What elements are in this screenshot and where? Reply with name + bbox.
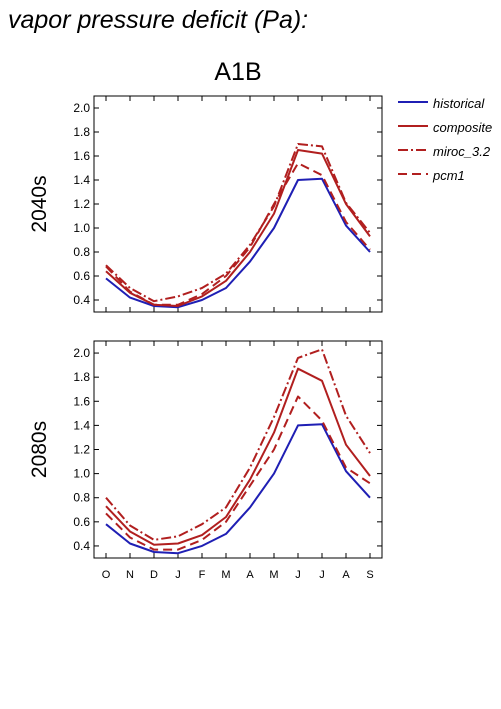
x-tick-label: J — [319, 569, 325, 581]
y-tick-label: 0.6 — [73, 515, 90, 529]
y-tick-label: 0.4 — [73, 539, 90, 553]
y-tick-label: 2.0 — [73, 346, 90, 360]
series-line-historical-2040s — [105, 177, 371, 309]
y-tick-label: 1.4 — [73, 173, 90, 187]
series-line-historical-2080s — [105, 423, 371, 555]
x-tick-label: F — [199, 569, 206, 581]
legend-swatch-composite — [398, 125, 428, 127]
x-tick-label: J — [175, 569, 181, 581]
x-tick-label: M — [221, 569, 230, 581]
series-line-pcm1-2080s — [105, 395, 371, 551]
y-tick-label: 0.6 — [73, 269, 90, 283]
y-tick-label: 2.0 — [73, 101, 90, 115]
legend-item-composite: composite — [398, 118, 501, 142]
y-tick-label: 1.6 — [73, 394, 90, 408]
plot-frame-2040s — [93, 95, 383, 313]
chart-title: A1B — [214, 58, 261, 86]
legend-label-historical: historical — [433, 96, 485, 111]
panel-label-2080s: 2080s — [28, 421, 51, 478]
legend-label-pcm1: pcm1 — [433, 168, 465, 183]
y-tick-label: 1.0 — [73, 221, 90, 235]
legend-swatch-historical — [398, 101, 428, 103]
legend-item-miroc: miroc_3.2 — [398, 142, 501, 166]
legend-label-miroc: miroc_3.2 — [433, 144, 491, 159]
x-tick-label: S — [366, 569, 373, 581]
x-tick-label: O — [102, 569, 111, 581]
legend-swatch-pcm1 — [398, 173, 428, 175]
series-line-miroc-3-2-2080s — [105, 348, 371, 541]
figure-title: vapor pressure deficit (Pa): — [8, 6, 309, 34]
x-tick-label: A — [342, 569, 350, 581]
x-tick-label: N — [126, 569, 134, 581]
series-line-pcm1-2040s — [105, 162, 371, 306]
x-tick-label: J — [295, 569, 301, 581]
y-tick-label: 0.8 — [73, 245, 90, 259]
y-tick-label: 1.2 — [73, 443, 90, 457]
y-tick-label: 1.8 — [73, 370, 90, 384]
y-tick-label: 1.6 — [73, 149, 90, 163]
legend-swatch-miroc — [398, 149, 428, 151]
x-tick-label: M — [269, 569, 278, 581]
legend-item-historical: historical — [398, 94, 501, 118]
legend-label-composite: composite — [433, 120, 493, 135]
y-tick-label: 1.8 — [73, 125, 90, 139]
series-line-miroc-3-2-2040s — [105, 143, 371, 303]
series-line-composite-2080s — [105, 367, 371, 546]
y-tick-label: 1.4 — [73, 418, 90, 432]
series-line-composite-2040s — [105, 149, 371, 307]
plot-frame-2080s — [93, 340, 383, 559]
y-tick-label: 1.2 — [73, 197, 90, 211]
y-tick-label: 0.8 — [73, 491, 90, 505]
legend: historical composite miroc_3.2 pcm1 — [398, 94, 501, 190]
y-tick-label: 1.0 — [73, 467, 90, 481]
panel-label-2040s: 2040s — [28, 175, 51, 232]
x-tick-label: D — [150, 569, 158, 581]
legend-item-pcm1: pcm1 — [398, 166, 501, 190]
y-tick-label: 0.4 — [73, 293, 90, 307]
x-tick-label: A — [246, 569, 254, 581]
